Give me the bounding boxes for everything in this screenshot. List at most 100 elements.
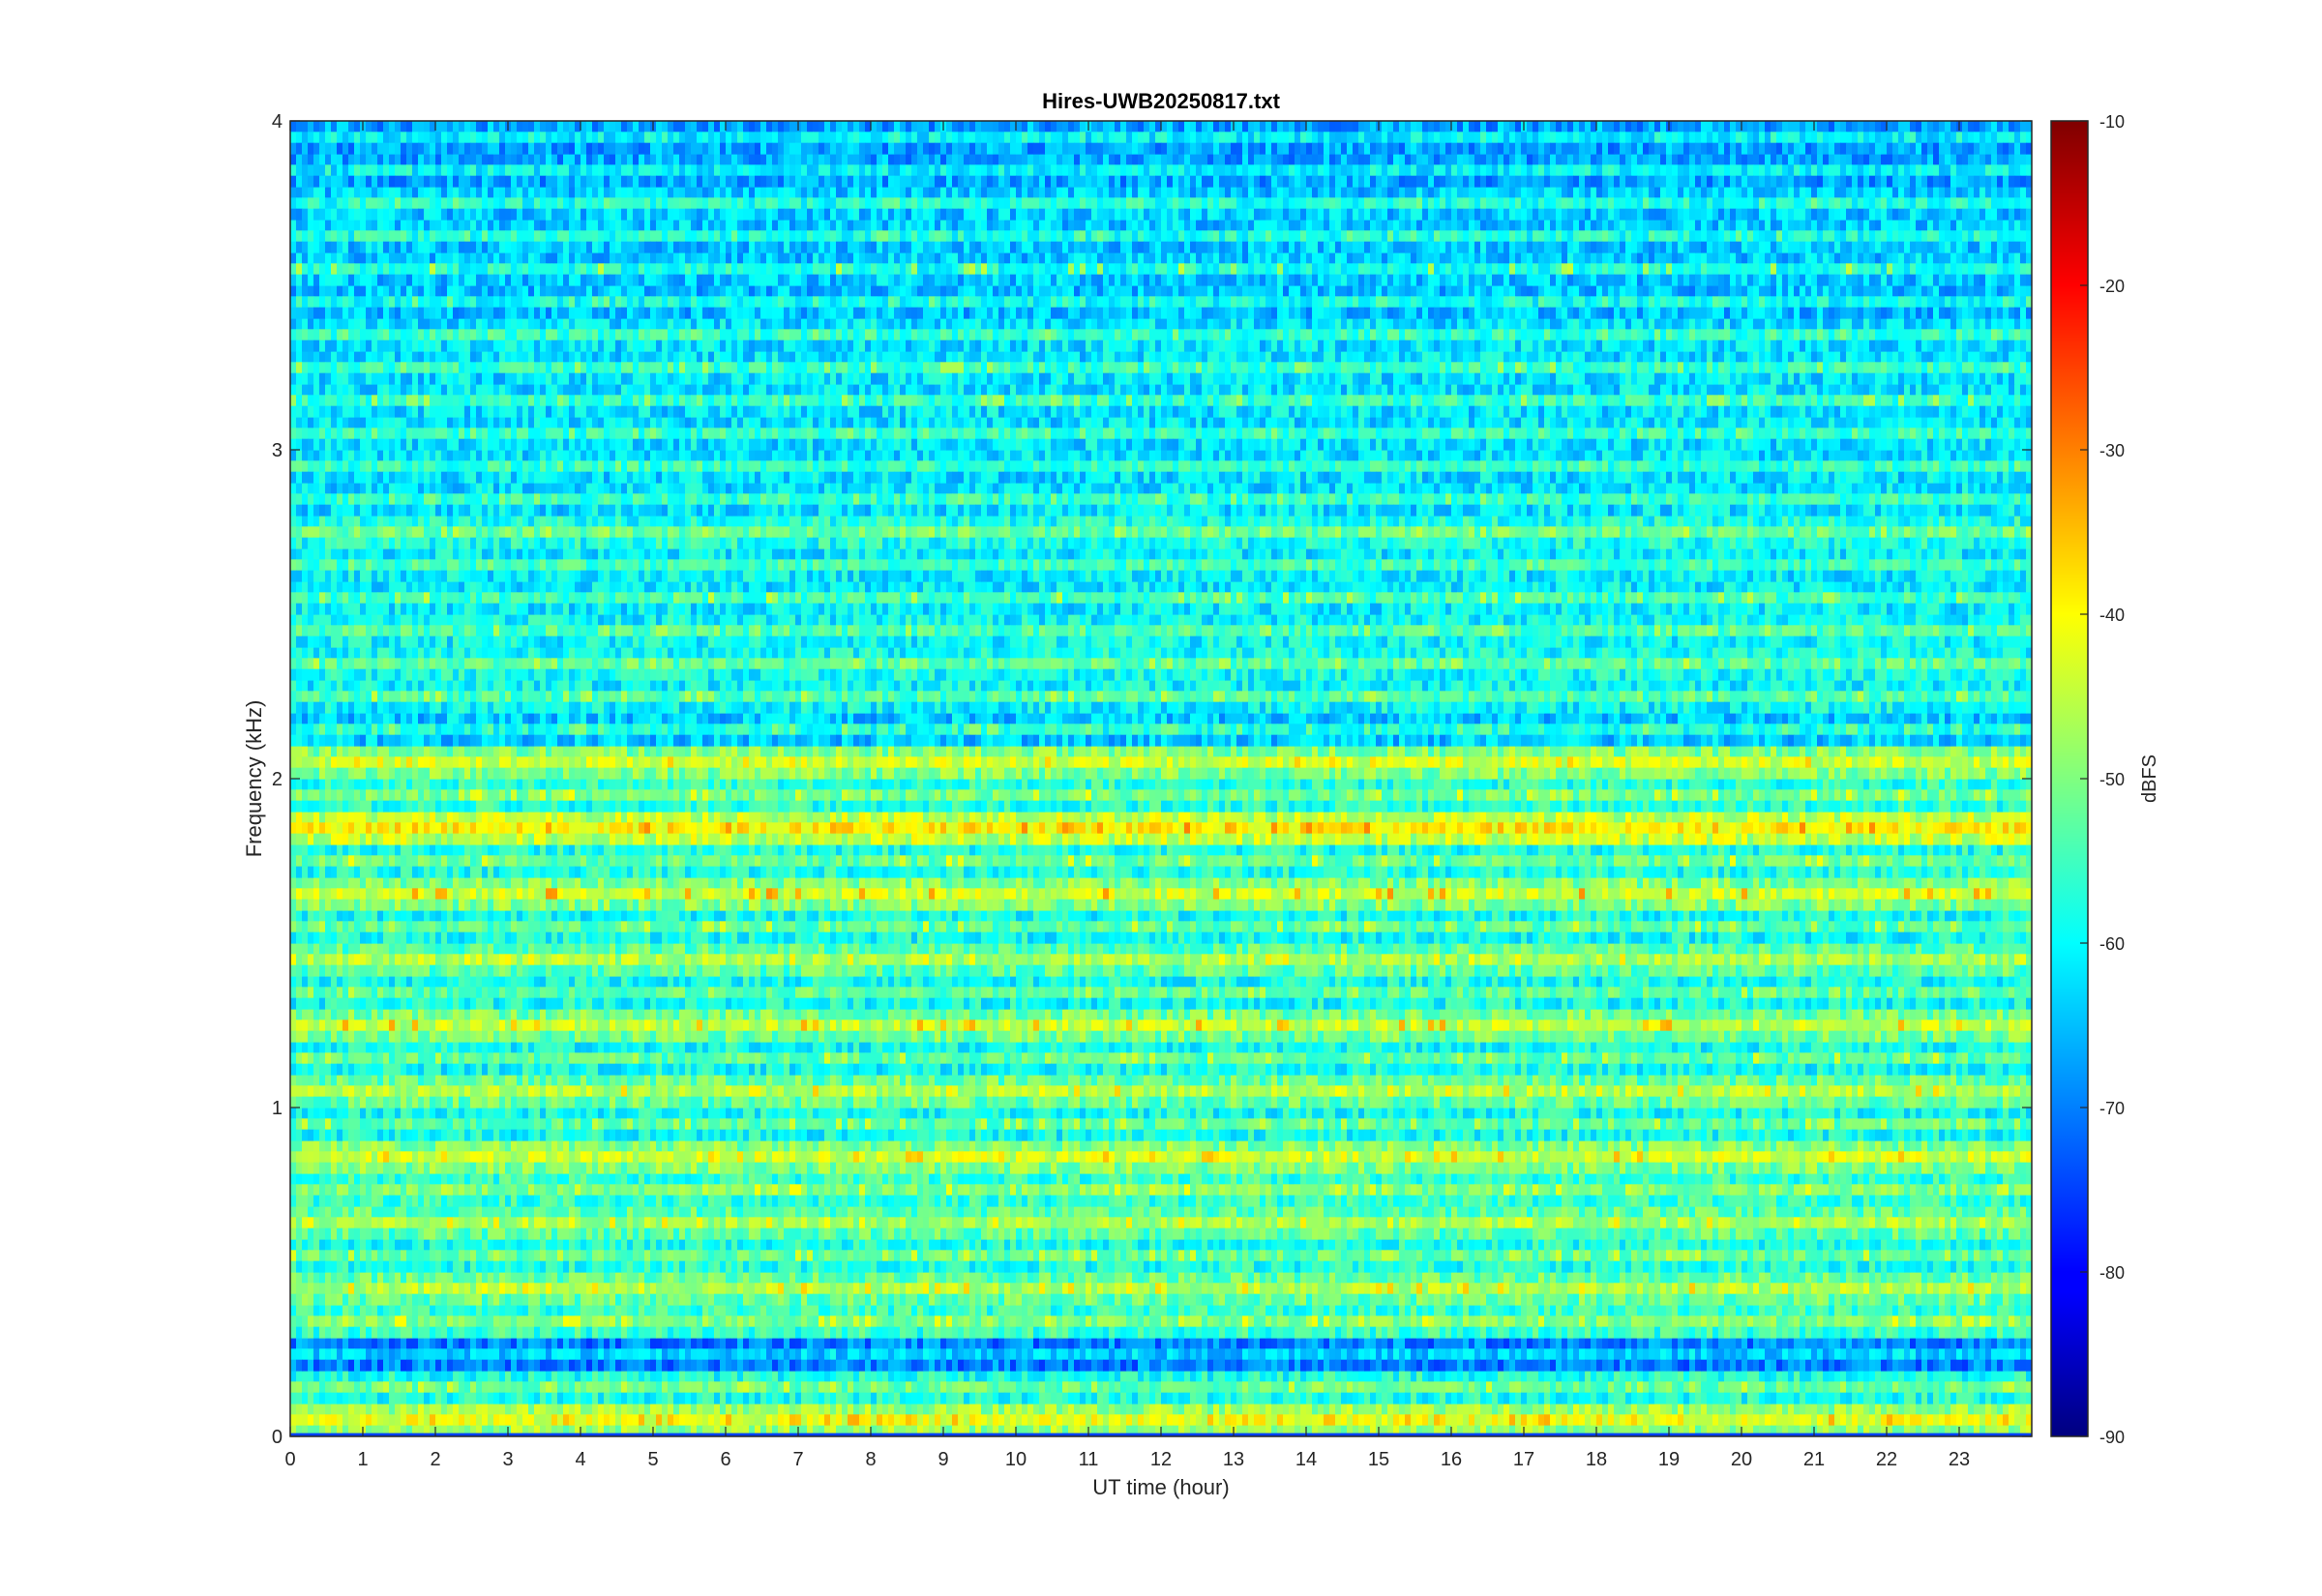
heatmap-cell bbox=[569, 1315, 576, 1328]
heatmap-cell bbox=[673, 1293, 680, 1306]
heatmap-cell bbox=[395, 1315, 402, 1328]
heatmap-cell bbox=[1840, 1272, 1847, 1284]
heatmap-cell bbox=[1625, 1392, 1632, 1404]
heatmap-cell bbox=[981, 1414, 988, 1427]
heatmap-cell bbox=[737, 1381, 744, 1394]
heatmap-cell bbox=[697, 1283, 703, 1295]
heatmap-cell bbox=[1730, 1283, 1737, 1295]
heatmap-cell bbox=[1051, 1371, 1057, 1382]
heatmap-cell bbox=[1242, 1425, 1249, 1436]
heatmap-cell bbox=[1724, 1404, 1731, 1415]
heatmap-cell bbox=[958, 1250, 965, 1262]
heatmap-cell bbox=[801, 1381, 808, 1394]
heatmap-cell bbox=[1260, 1359, 1266, 1372]
heatmap-cell bbox=[2009, 1414, 2015, 1427]
heatmap-cell bbox=[691, 1404, 698, 1415]
heatmap-cell bbox=[906, 1359, 912, 1372]
heatmap-cell bbox=[865, 1326, 872, 1339]
heatmap-cell bbox=[673, 1315, 680, 1328]
heatmap-cell bbox=[1318, 1404, 1325, 1415]
heatmap-cell bbox=[1364, 1315, 1371, 1328]
heatmap-cell bbox=[493, 1326, 500, 1339]
heatmap-cell bbox=[1486, 1293, 1493, 1306]
heatmap-cell bbox=[1115, 1305, 1121, 1316]
heatmap-cell bbox=[296, 1425, 303, 1436]
heatmap-cell bbox=[406, 1381, 413, 1394]
heatmap-cell bbox=[610, 1348, 616, 1361]
heatmap-cell bbox=[1817, 1239, 1824, 1251]
heatmap-cell bbox=[1213, 1250, 1220, 1262]
heatmap-cell bbox=[1602, 1414, 1609, 1427]
heatmap-cell bbox=[1712, 1371, 1719, 1382]
heatmap-cell bbox=[621, 1338, 628, 1349]
heatmap-cell bbox=[540, 1425, 547, 1436]
heatmap-cell bbox=[1236, 1404, 1243, 1415]
heatmap-cell bbox=[859, 1381, 866, 1394]
heatmap-cell bbox=[1503, 1348, 1510, 1361]
heatmap-cell bbox=[441, 1283, 448, 1295]
heatmap-cell bbox=[1149, 1348, 1156, 1361]
heatmap bbox=[290, 121, 2032, 1436]
heatmap-cell bbox=[1086, 1293, 1092, 1306]
heatmap-cell bbox=[1335, 1326, 1342, 1339]
heatmap-cell bbox=[1875, 1293, 1882, 1306]
heatmap-cell bbox=[354, 1371, 361, 1382]
heatmap-cell bbox=[406, 1326, 413, 1339]
heatmap-cell bbox=[1776, 1283, 1783, 1295]
heatmap-cell bbox=[1347, 1250, 1354, 1262]
heatmap-cell bbox=[1968, 1326, 1975, 1339]
heatmap-cell bbox=[1643, 1293, 1650, 1306]
heatmap-cell bbox=[1167, 1315, 1174, 1328]
heatmap-cell bbox=[557, 1404, 564, 1415]
heatmap-cell bbox=[795, 1305, 802, 1316]
heatmap-cell bbox=[1370, 1283, 1377, 1295]
heatmap-cell bbox=[1916, 1414, 1922, 1427]
heatmap-cell bbox=[1236, 1371, 1243, 1382]
heatmap-cell bbox=[1277, 1315, 1284, 1328]
heatmap-cell bbox=[1707, 1338, 1713, 1349]
heatmap-cell bbox=[842, 1392, 848, 1404]
heatmap-cell bbox=[848, 1348, 854, 1361]
heatmap-cell bbox=[2014, 1293, 2021, 1306]
heatmap-cell bbox=[1457, 1305, 1464, 1316]
heatmap-cell bbox=[453, 1315, 460, 1328]
heatmap-cell bbox=[1260, 1371, 1266, 1382]
heatmap-cell bbox=[987, 1425, 994, 1436]
heatmap-cell bbox=[1887, 1425, 1893, 1436]
heatmap-cell bbox=[302, 1381, 309, 1394]
heatmap-cell bbox=[1608, 1381, 1615, 1394]
heatmap-cell bbox=[389, 1371, 396, 1382]
heatmap-cell bbox=[987, 1283, 994, 1295]
heatmap-cell bbox=[1428, 1348, 1435, 1361]
heatmap-cell bbox=[1643, 1425, 1650, 1436]
heatmap-cell bbox=[1591, 1272, 1597, 1284]
heatmap-cell bbox=[1248, 1272, 1255, 1284]
heatmap-cell bbox=[1771, 1305, 1777, 1316]
heatmap-cell bbox=[737, 1371, 744, 1382]
heatmap-cell bbox=[1898, 1315, 1905, 1328]
heatmap-cell bbox=[1289, 1404, 1295, 1415]
heatmap-cell bbox=[1823, 1425, 1830, 1436]
heatmap-cell bbox=[1736, 1305, 1742, 1316]
heatmap-cell bbox=[1480, 1381, 1487, 1394]
heatmap-cell bbox=[2009, 1272, 2015, 1284]
heatmap-cell bbox=[1916, 1305, 1922, 1316]
heatmap-cell bbox=[1660, 1348, 1667, 1361]
heatmap-cell bbox=[807, 1305, 814, 1316]
heatmap-cell bbox=[679, 1293, 686, 1306]
heatmap-cell bbox=[1173, 1250, 1179, 1262]
heatmap-cell bbox=[1422, 1272, 1429, 1284]
heatmap-cell bbox=[865, 1404, 872, 1415]
heatmap-cell bbox=[981, 1250, 988, 1262]
heatmap-cell bbox=[1091, 1425, 1098, 1436]
heatmap-cell bbox=[1533, 1338, 1539, 1349]
heatmap-cell bbox=[1196, 1425, 1203, 1436]
heatmap-cell bbox=[1776, 1404, 1783, 1415]
heatmap-cell bbox=[1045, 1348, 1052, 1361]
heatmap-cell bbox=[662, 1392, 669, 1404]
heatmap-cell bbox=[1062, 1392, 1069, 1404]
heatmap-cell bbox=[395, 1326, 402, 1339]
heatmap-cell bbox=[1805, 1392, 1812, 1404]
heatmap-cell bbox=[1712, 1293, 1719, 1306]
heatmap-cell bbox=[1010, 1338, 1017, 1349]
